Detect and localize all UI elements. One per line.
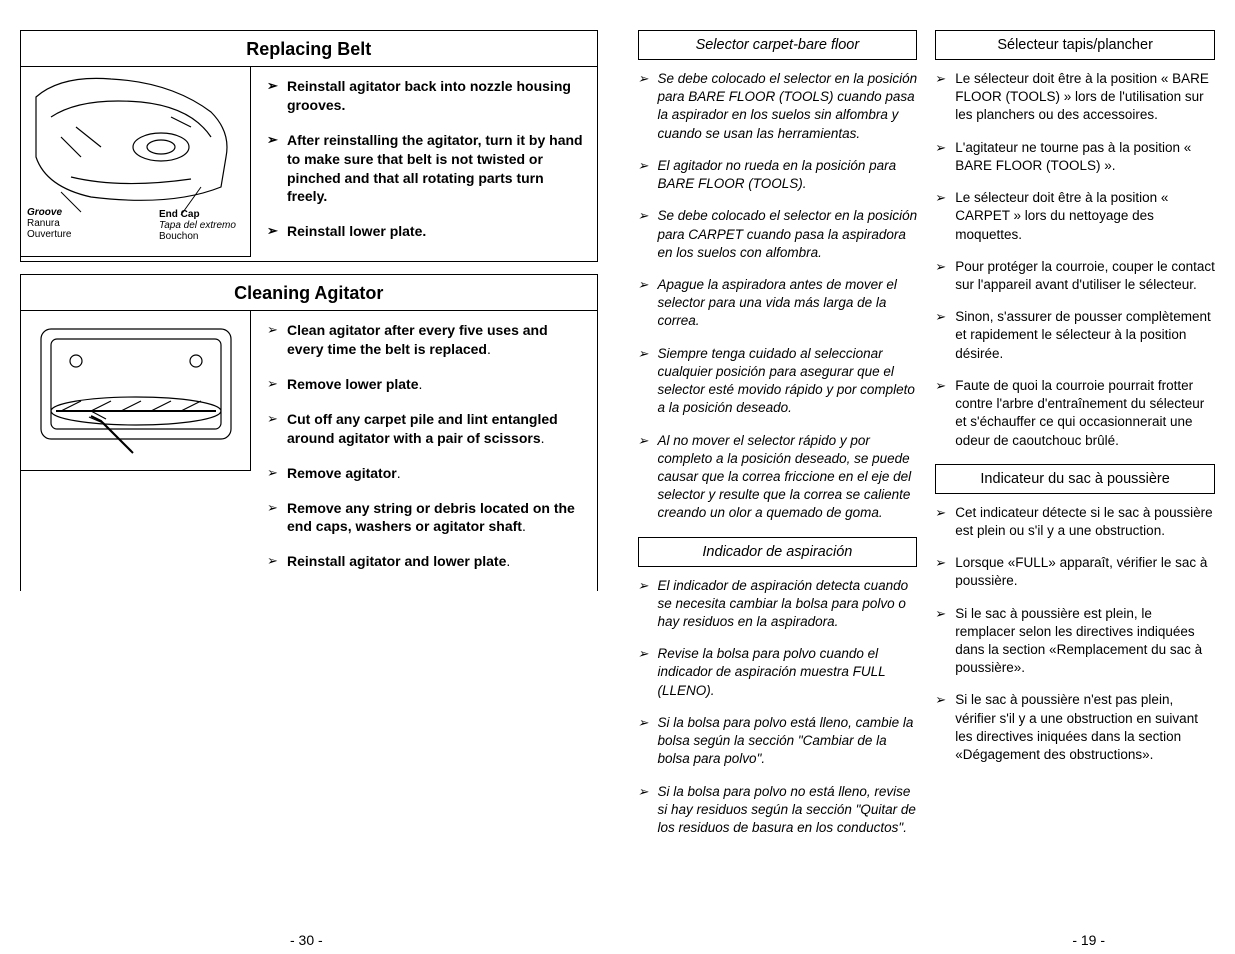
list-item: Si la bolsa para polvo está lleno, cambi… bbox=[638, 714, 918, 769]
right-page: Selector carpet-bare floor Se debe coloc… bbox=[638, 30, 1216, 910]
list-item: Se debe colocado el selector en la posic… bbox=[638, 207, 918, 262]
left-page: Replacing Belt bbox=[20, 30, 598, 910]
list-item: Si la bolsa para polvo no está lleno, re… bbox=[638, 783, 918, 838]
page-number-right: - 19 - bbox=[1072, 932, 1105, 948]
fr-selector-list: Le sélecteur doit être à la position « B… bbox=[935, 70, 1215, 450]
fr-indicator-list: Cet indicateur détecte si le sac à pouss… bbox=[935, 504, 1215, 765]
list-item: Lorsque «FULL» apparaît, vérifier le sac… bbox=[935, 554, 1215, 590]
belt-diagram: Groove Ranura Ouverture End Cap Tapa del… bbox=[21, 67, 251, 257]
replacing-belt-section: Replacing Belt bbox=[20, 30, 598, 262]
spanish-column: Selector carpet-bare floor Se debe coloc… bbox=[638, 30, 918, 910]
fr-header-indicator: Indicateur du sac à poussière bbox=[935, 464, 1215, 494]
list-item: Remove agitator. bbox=[267, 464, 585, 483]
list-item: Si le sac à poussière n'est pas plein, v… bbox=[935, 691, 1215, 764]
list-item: Se debe colocado el selector en la posic… bbox=[638, 70, 918, 143]
list-item: Si le sac à poussière est plein, le remp… bbox=[935, 605, 1215, 678]
diagram-slot: Groove Ranura Ouverture End Cap Tapa del… bbox=[21, 67, 251, 261]
agitator-diagram-svg bbox=[21, 311, 249, 469]
list-item: Al no mover el selector rápido y por com… bbox=[638, 432, 918, 523]
fr-header-selector: Sélecteur tapis/plancher bbox=[935, 30, 1215, 60]
section-title: Replacing Belt bbox=[21, 31, 597, 67]
label-groove-it: Ranura bbox=[27, 218, 60, 229]
list-item: Remove lower plate. bbox=[267, 375, 585, 394]
list-item: Cut off any carpet pile and lint entangl… bbox=[267, 410, 585, 448]
list-item: Clean agitator after every five uses and… bbox=[267, 321, 585, 359]
list-item: L'agitateur ne tourne pas à la position … bbox=[935, 139, 1215, 175]
list-item: Reinstall agitator back into nozzle hous… bbox=[267, 77, 585, 115]
list-item: Sinon, s'assurer de pousser complètement… bbox=[935, 308, 1215, 363]
es-header-indicator: Indicador de aspiración bbox=[638, 537, 918, 567]
agitator-instruction-list: Clean agitator after every five uses and… bbox=[267, 321, 585, 571]
list-item: After reinstalling the agitator, turn it… bbox=[267, 131, 585, 207]
list-item: Cet indicateur détecte si le sac à pouss… bbox=[935, 504, 1215, 540]
page-number-left: - 30 - bbox=[290, 932, 323, 948]
french-column: Sélecteur tapis/plancher Le sélecteur do… bbox=[935, 30, 1215, 910]
label-endcap-it: Tapa del extremo bbox=[159, 220, 236, 231]
list-item: Le sélecteur doit être à la position « C… bbox=[935, 189, 1215, 244]
label-groove-bold: Groove bbox=[27, 207, 62, 218]
list-item: Remove any string or debris located on t… bbox=[267, 499, 585, 537]
list-item: Reinstall agitator and lower plate. bbox=[267, 552, 585, 571]
list-item: Apague la aspiradora antes de mover el s… bbox=[638, 276, 918, 331]
es-indicator-list: El indicador de aspiración detecta cuand… bbox=[638, 577, 918, 838]
cleaning-agitator-section: Cleaning Agitator bbox=[20, 274, 598, 591]
list-item: Le sélecteur doit être à la position « B… bbox=[935, 70, 1215, 125]
es-header-selector: Selector carpet-bare floor bbox=[638, 30, 918, 60]
label-endcap-fr: Bouchon bbox=[159, 231, 198, 242]
label-groove-fr: Ouverture bbox=[27, 229, 71, 240]
section-title: Cleaning Agitator bbox=[21, 275, 597, 311]
list-item: Revise la bolsa para polvo cuando el ind… bbox=[638, 645, 918, 700]
agitator-diagram bbox=[21, 311, 251, 471]
list-item: Siempre tenga cuidado al seleccionar cua… bbox=[638, 345, 918, 418]
belt-instruction-list: Reinstall agitator back into nozzle hous… bbox=[267, 77, 585, 241]
list-item: Faute de quoi la courroie pourrait frott… bbox=[935, 377, 1215, 450]
list-item: El indicador de aspiración detecta cuand… bbox=[638, 577, 918, 632]
es-selector-list: Se debe colocado el selector en la posic… bbox=[638, 70, 918, 523]
list-item: Reinstall lower plate. bbox=[267, 222, 585, 241]
list-item: Pour protéger la courroie, couper le con… bbox=[935, 258, 1215, 294]
label-endcap-bold: End Cap bbox=[159, 209, 200, 220]
list-item: El agitador no rueda en la posición para… bbox=[638, 157, 918, 193]
